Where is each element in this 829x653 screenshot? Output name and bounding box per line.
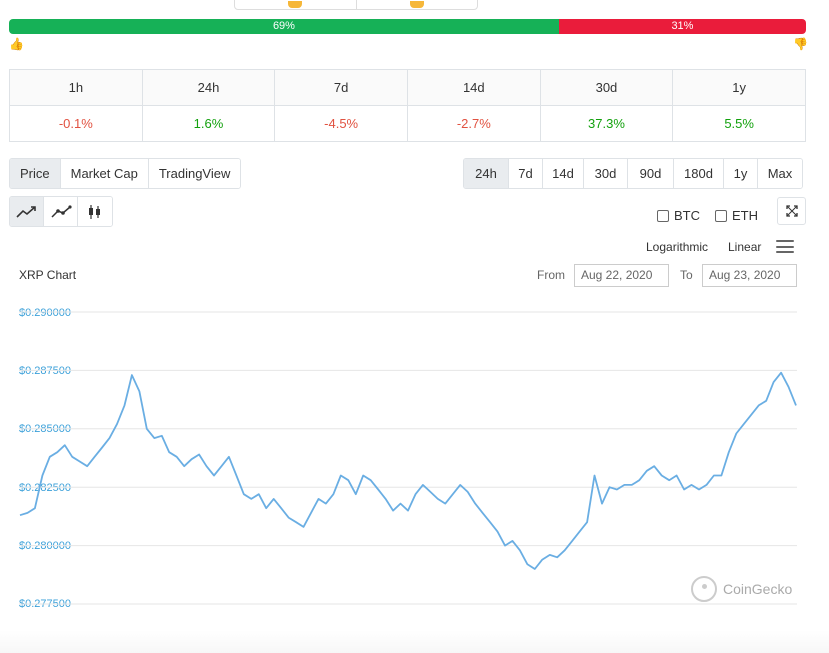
scale-logarithmic-toggle[interactable]: Logarithmic	[646, 240, 709, 254]
fullscreen-button[interactable]	[777, 197, 806, 225]
brand-name: CoinGecko	[723, 581, 793, 597]
coingecko-watermark: CoinGecko	[691, 576, 792, 602]
range-1y-button[interactable]: 1y	[724, 159, 758, 188]
change-value: -4.5%	[274, 105, 408, 142]
to-label: To	[680, 268, 693, 282]
compare-eth-label: ETH	[732, 208, 758, 223]
sentiment-positive: 69%	[9, 19, 559, 34]
change-value: 37.3%	[539, 105, 674, 142]
chart-type-selector	[9, 196, 113, 227]
thumbs-down-icon	[409, 1, 424, 8]
change-value-row: -0.1% 1.6% -4.5% -2.7% 37.3% 5.5%	[9, 105, 806, 142]
expand-icon	[785, 205, 798, 217]
sentiment-negative: 31%	[558, 19, 806, 34]
vote-bad-button[interactable]	[357, 0, 478, 9]
checkbox-icon[interactable]	[715, 209, 727, 222]
candlestick-chart-button[interactable]	[78, 197, 112, 226]
range-max-button[interactable]: Max	[758, 159, 802, 188]
period-label: 24h	[141, 69, 276, 106]
thumbs-down-icon: 👎	[793, 37, 808, 51]
vote-good-button[interactable]	[235, 0, 357, 9]
line-points-icon	[50, 204, 72, 218]
range-14d-button[interactable]: 14d	[543, 159, 584, 188]
period-label: 30d	[539, 69, 674, 106]
tab-price[interactable]: Price	[10, 159, 61, 188]
line-chart-icon	[15, 205, 36, 218]
tab-market-cap[interactable]: Market Cap	[60, 159, 149, 188]
price-change-table: 1h 24h 7d 14d 30d 1y -0.1% 1.6% -4.5% -2…	[9, 69, 806, 142]
candlestick-icon	[89, 204, 100, 219]
change-value: 5.5%	[672, 105, 806, 142]
sentiment-bar: 69% 31%	[9, 19, 806, 34]
period-header-row: 1h 24h 7d 14d 30d 1y	[9, 69, 806, 106]
hamburger-menu-icon[interactable]	[776, 240, 794, 253]
compare-btc-label: BTC	[674, 208, 700, 223]
range-24h-button[interactable]: 24h	[464, 159, 509, 188]
from-label: From	[537, 268, 565, 282]
scale-linear-toggle[interactable]: Linear	[728, 240, 762, 254]
period-label: 14d	[406, 69, 541, 106]
range-90d-button[interactable]: 90d	[628, 159, 674, 188]
range-7d-button[interactable]: 7d	[509, 159, 543, 188]
y-tick-label: $0.282500	[19, 482, 71, 494]
y-tick-label: $0.287500	[19, 365, 71, 377]
vote-buttons	[234, 0, 478, 10]
checkbox-icon[interactable]	[657, 209, 669, 222]
change-value: -2.7%	[406, 105, 541, 142]
price-chart[interactable]	[19, 300, 797, 616]
tab-tradingview[interactable]: TradingView	[148, 159, 241, 188]
chart-title: XRP Chart	[19, 268, 77, 282]
coingecko-logo-icon	[691, 576, 717, 602]
compare-btc-checkbox[interactable]: BTC	[657, 208, 700, 223]
footer-fade	[0, 630, 829, 653]
chart-tabs: Price Market Cap TradingView	[9, 158, 242, 189]
range-180d-button[interactable]: 180d	[674, 159, 724, 188]
line-points-chart-button[interactable]	[44, 197, 78, 226]
period-label: 7d	[274, 69, 408, 106]
thumbs-up-icon	[288, 1, 303, 8]
price-series-line	[19, 371, 797, 570]
thumbs-up-icon: 👍	[9, 37, 24, 51]
y-tick-label: $0.290000	[19, 307, 71, 319]
line-chart-button[interactable]	[10, 197, 44, 226]
date-from-input[interactable]: Aug 22, 2020	[574, 264, 669, 287]
time-range-selector: 24h 7d 14d 30d 90d 180d 1y Max	[463, 158, 803, 189]
compare-eth-checkbox[interactable]: ETH	[715, 208, 758, 223]
change-value: 1.6%	[141, 105, 276, 142]
change-value: -0.1%	[9, 105, 143, 142]
range-30d-button[interactable]: 30d	[584, 159, 628, 188]
date-to-input[interactable]: Aug 23, 2020	[702, 264, 797, 287]
period-label: 1h	[9, 69, 143, 106]
period-label: 1y	[672, 69, 806, 106]
